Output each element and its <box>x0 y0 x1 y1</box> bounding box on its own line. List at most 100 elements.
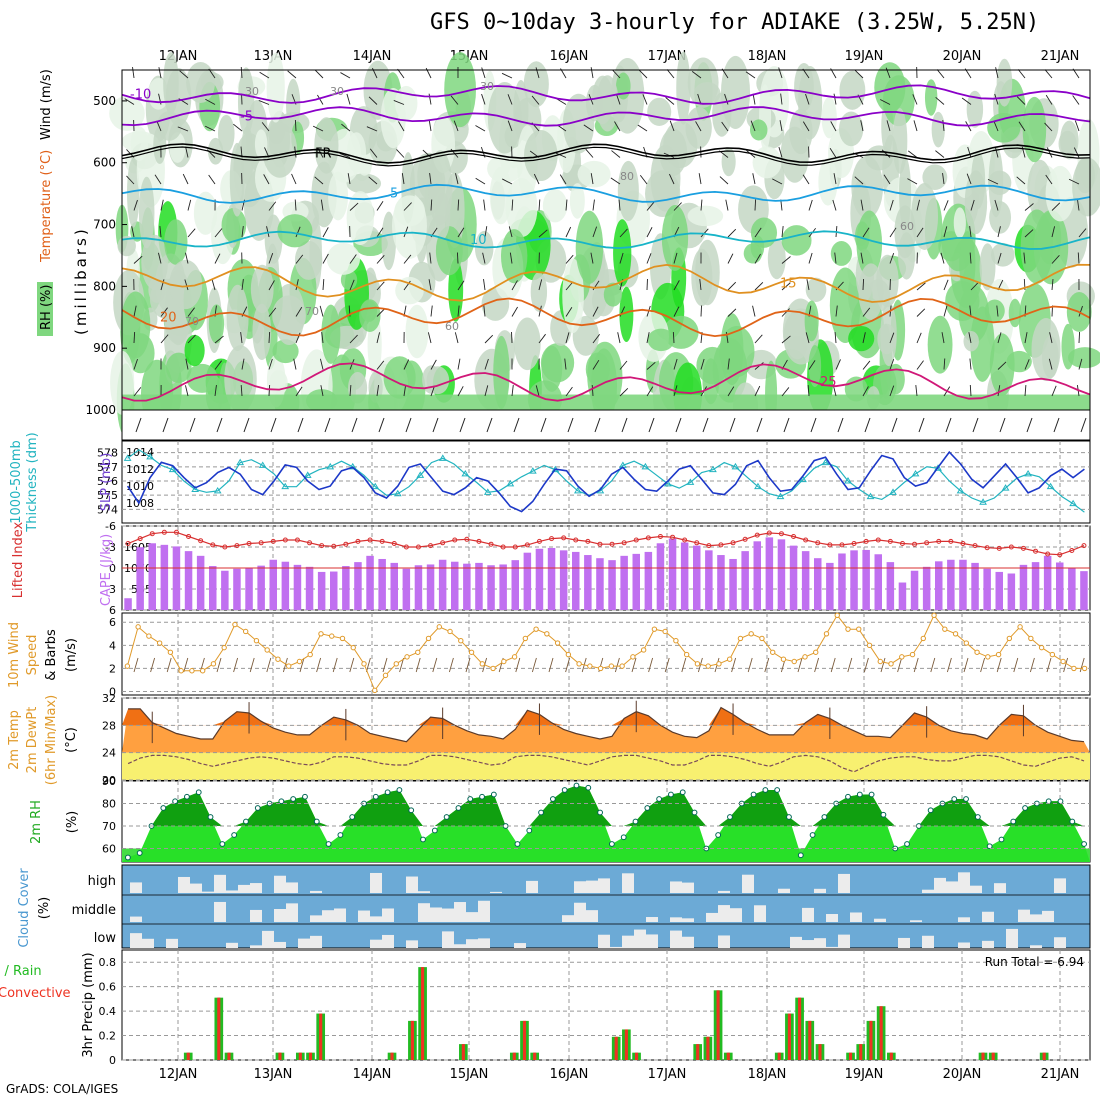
wind10m-barb-37 <box>747 657 753 673</box>
wind-barb-413 <box>968 332 972 344</box>
wind-barb-388 <box>916 360 924 370</box>
wind-barb-17 <box>154 174 162 185</box>
cape-bar-16 <box>317 571 326 610</box>
lifted-point-71 <box>984 545 990 551</box>
cloud-0-77 <box>1054 878 1066 893</box>
wind-barb-176 <box>482 252 486 264</box>
wind-barb-363 <box>862 386 869 397</box>
wind-barb-245 <box>619 360 628 370</box>
thickness-point-68 <box>889 488 897 495</box>
precip-conv-bar-59 <box>726 1052 730 1060</box>
rh-point-62 <box>856 791 863 798</box>
rh-point-63 <box>868 791 875 798</box>
cloud-1-25 <box>430 907 442 922</box>
thickness-point-40 <box>573 486 582 494</box>
precip-conv-bar-72 <box>859 1044 863 1060</box>
wind-barb-355 <box>854 176 864 185</box>
rh-shade-404 <box>971 151 986 209</box>
top-day-label-0: 12JAN <box>159 49 198 64</box>
rh-label-7: 80 <box>620 170 634 183</box>
cloud-2-41 <box>622 935 634 948</box>
wind10m-point-52 <box>683 651 690 658</box>
wind-barb-78 <box>287 70 297 79</box>
thickness-point-58 <box>776 492 785 500</box>
cloud-0-46 <box>682 882 694 893</box>
lifted-point-55 <box>791 534 797 539</box>
wind-barb-337 <box>807 384 810 397</box>
rh-point-8 <box>219 841 226 847</box>
wind-barb-233 <box>591 384 594 397</box>
wind-barb-108 <box>347 173 351 185</box>
cloud-1-0 <box>130 916 142 922</box>
thickness-tick-2: 576 <box>97 475 118 488</box>
wind-barb-365 <box>880 99 891 105</box>
rh-shade-419 <box>987 113 1021 143</box>
cloud-0-15 <box>310 890 322 893</box>
wind-barb-87 <box>295 306 303 317</box>
cape-bar-56 <box>801 551 810 610</box>
cloud-1-46 <box>682 918 694 922</box>
cloud-unit: (%) <box>37 897 52 920</box>
cloud-1-26 <box>442 908 454 922</box>
wind-barb-189 <box>509 252 513 264</box>
rh-point-50 <box>715 832 722 838</box>
rh-point-45 <box>656 796 663 802</box>
lifted-point-18 <box>343 541 349 547</box>
surface-barb-3 <box>216 417 223 433</box>
wind-barb-450 <box>1051 279 1054 291</box>
cloud-2-12 <box>274 941 286 948</box>
wind-barb-115 <box>349 359 355 370</box>
wind10m-point-62 <box>791 658 797 665</box>
wind-barb-13 <box>158 67 162 79</box>
cloud-2-26 <box>442 931 454 948</box>
wind-barb-223 <box>583 124 594 132</box>
wind-barb-141 <box>403 359 410 370</box>
lifted-point-12 <box>270 538 276 544</box>
wind-barb-446 <box>1045 174 1053 185</box>
wind-barb-204 <box>538 305 542 317</box>
wind10m-point-3 <box>156 640 163 646</box>
rh2m-panel: 60 70 80 90 2m RH (%) <box>29 775 1091 863</box>
rh-shade-371 <box>1031 317 1061 381</box>
temp-line <box>128 706 1085 743</box>
precip-conv-bar-17 <box>298 1052 302 1060</box>
wind-barb-70 <box>268 201 277 211</box>
wind10m-point-57 <box>737 635 744 642</box>
wind10m-barb-34 <box>697 657 703 673</box>
wind-barb-374 <box>889 332 895 344</box>
rh-shade-235 <box>221 207 247 243</box>
wind-barb-426 <box>997 332 1002 344</box>
cape-bar-62 <box>874 554 883 610</box>
rh-point-71 <box>963 796 969 802</box>
cape-bar-32 <box>511 560 520 610</box>
thickness-point-72 <box>934 464 942 471</box>
rh-point-10 <box>243 818 249 825</box>
wind-barb-306 <box>754 253 761 264</box>
surface-barb-26 <box>837 417 844 433</box>
cloud-0-69 <box>958 872 970 893</box>
rh-shade-411 <box>165 68 192 127</box>
wind-barb-74 <box>268 307 277 317</box>
wind10m-point-27 <box>415 649 421 655</box>
precip-conv-bar-10 <box>227 1052 231 1060</box>
wind10m-barb-2 <box>166 657 172 673</box>
wind-barb-288 <box>721 121 729 132</box>
wind-barb-408 <box>970 199 975 211</box>
lifted-point-47 <box>694 540 700 546</box>
wind-barb-46 <box>214 253 221 264</box>
lifted-point-22 <box>391 541 397 546</box>
wind-barb-237 <box>611 150 621 158</box>
thickness-point-60 <box>799 475 807 483</box>
wind-barb-454 <box>1051 385 1057 397</box>
cloud-1-50 <box>730 908 742 922</box>
wind10m-point-43 <box>587 663 593 669</box>
wind-barb-281 <box>699 279 702 291</box>
thickness-point-24 <box>393 489 402 497</box>
wind-barb-341 <box>829 147 837 158</box>
rh-shade-357 <box>120 291 151 359</box>
rh-shade-211 <box>996 58 1013 107</box>
rh-point-54 <box>762 787 769 793</box>
wind-barb-200 <box>538 199 541 211</box>
wind10m-point-10 <box>232 621 238 628</box>
lifted-point-41 <box>621 540 627 546</box>
